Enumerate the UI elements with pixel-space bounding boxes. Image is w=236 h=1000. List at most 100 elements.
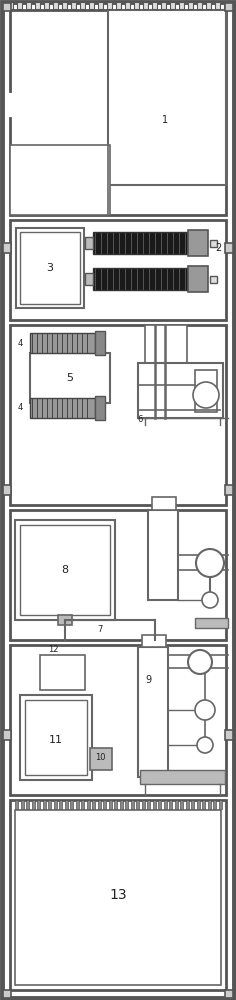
Bar [114,800,117,809]
Bar [188,266,208,292]
Bar [15,520,115,620]
Bar [15,810,221,985]
Bar [145,325,187,363]
Bar [90,748,112,770]
Bar [70,800,73,809]
Text: 12: 12 [48,646,58,654]
Circle shape [197,737,213,753]
Bar [3,730,11,740]
Text: 9: 9 [145,675,151,685]
Bar [134,2,139,9]
Bar [30,333,95,353]
Bar [76,800,79,809]
Bar [25,700,87,775]
Bar [195,370,217,412]
Bar [35,2,40,9]
Bar [225,730,233,740]
Text: 3: 3 [46,263,54,273]
Bar [64,800,67,809]
Circle shape [188,650,212,674]
Bar [210,276,217,283]
Bar [169,800,172,809]
Bar [225,243,233,253]
Bar [10,220,226,320]
Bar [170,2,175,9]
Bar [143,2,148,9]
Bar [10,645,226,795]
Text: 10: 10 [95,754,105,762]
Bar [20,525,110,615]
Bar [119,800,122,809]
Bar [188,2,193,9]
Bar [195,618,228,628]
Bar [125,2,130,9]
Text: 4: 4 [17,403,23,412]
Bar [206,2,211,9]
Bar [197,800,199,809]
Bar [58,615,72,625]
Bar [42,800,46,809]
Bar [140,770,225,784]
Bar [180,800,183,809]
Bar [26,2,31,9]
Bar [98,2,103,9]
Bar [80,2,85,9]
Bar [54,800,56,809]
Text: 7: 7 [97,626,103,635]
Bar [93,268,188,290]
Text: 8: 8 [61,565,69,575]
Bar [3,990,11,998]
Bar [136,800,139,809]
Bar [92,800,95,809]
Bar [40,655,85,690]
Bar [185,800,189,809]
Bar [215,2,220,9]
Bar [95,331,105,355]
Circle shape [196,549,224,577]
Bar [48,800,51,809]
Bar [59,800,62,809]
Bar [10,800,226,990]
Bar [20,232,80,304]
Bar [10,145,110,215]
Bar [53,2,58,9]
Bar [202,800,205,809]
Bar [10,10,226,215]
Bar [109,800,111,809]
Bar [16,228,84,308]
Bar [103,800,106,809]
Circle shape [193,382,219,408]
Bar [207,800,211,809]
Bar [26,800,29,809]
Bar [138,363,223,418]
Bar [147,800,150,809]
Bar [85,273,93,285]
Bar [37,800,40,809]
Bar [197,2,202,9]
Bar [174,800,177,809]
Circle shape [195,700,215,720]
Bar [158,800,161,809]
Bar [71,2,76,9]
Bar [219,800,222,809]
Bar [8,2,13,9]
Bar [138,647,168,777]
Bar [188,230,208,256]
Text: 13: 13 [109,888,127,902]
Bar [62,2,67,9]
Text: 6: 6 [137,416,143,424]
Bar [89,2,94,9]
Bar [10,325,226,505]
Bar [225,990,233,998]
Bar [131,800,134,809]
Bar [116,2,121,9]
Bar [30,353,110,403]
Bar [225,3,233,11]
Bar [210,240,217,247]
Bar [225,485,233,495]
Text: 11: 11 [49,735,63,745]
Bar [148,510,178,600]
Bar [97,800,101,809]
Text: 4: 4 [17,338,23,348]
Bar [95,396,105,420]
